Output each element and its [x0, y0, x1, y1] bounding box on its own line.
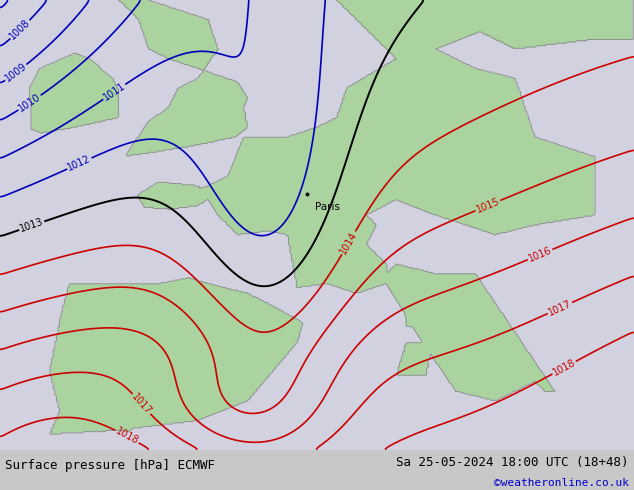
- Text: 1018: 1018: [551, 357, 578, 378]
- Text: Sa 25-05-2024 18:00 UTC (18+48): Sa 25-05-2024 18:00 UTC (18+48): [396, 456, 629, 469]
- Text: 1011: 1011: [101, 81, 127, 103]
- Text: ©weatheronline.co.uk: ©weatheronline.co.uk: [494, 478, 629, 488]
- Text: 1017: 1017: [547, 298, 573, 318]
- Text: 1009: 1009: [3, 61, 29, 84]
- Text: 1013: 1013: [18, 217, 45, 234]
- Text: 1017: 1017: [129, 392, 153, 416]
- Text: Paris: Paris: [315, 202, 340, 213]
- Text: 1008: 1008: [8, 18, 32, 42]
- Text: 1010: 1010: [16, 92, 42, 114]
- Text: 1018: 1018: [114, 426, 140, 447]
- Text: 1014: 1014: [338, 230, 359, 256]
- Text: Surface pressure [hPa] ECMWF: Surface pressure [hPa] ECMWF: [5, 459, 215, 471]
- Text: 1012: 1012: [66, 154, 93, 173]
- Text: 1016: 1016: [527, 245, 553, 264]
- Text: 1015: 1015: [475, 196, 501, 215]
